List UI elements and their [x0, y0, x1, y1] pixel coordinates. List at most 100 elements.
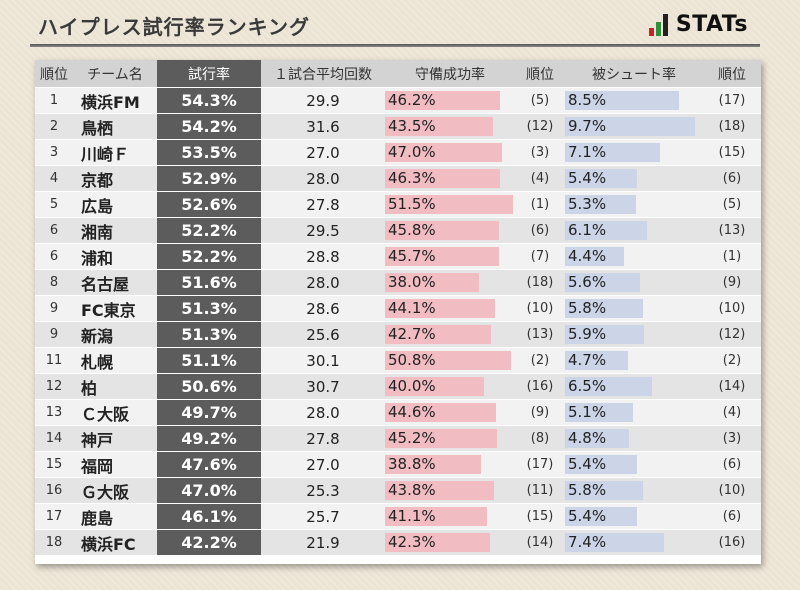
shot-rate-cell: 5.8%: [565, 295, 703, 322]
team-name-cell: 札幌: [73, 347, 157, 374]
shot-rank-cell: (6): [703, 503, 761, 530]
avg-count-cell: 27.8: [261, 191, 385, 218]
save-rate-label: 46.2%: [388, 91, 436, 109]
title-divider: [30, 44, 760, 47]
shot-rate-bar: [565, 221, 647, 240]
press-rate-cell: 51.3%: [157, 321, 261, 348]
save-rate-cell: 38.0%: [385, 269, 515, 296]
rank-cell: 9: [35, 321, 73, 348]
save-rate-cell: 43.5%: [385, 113, 515, 140]
avg-count-cell: 27.0: [261, 139, 385, 166]
shot-rate-bar: [565, 507, 637, 526]
save-rate-label: 38.8%: [388, 455, 436, 473]
shot-rank-cell: (1): [703, 243, 761, 270]
avg-count-cell: 28.0: [261, 165, 385, 192]
shot-rate-label: 5.8%: [568, 481, 607, 499]
shot-rate-bar: [565, 429, 629, 448]
table-row: 14 神戸 49.2% 27.8 45.2% (8) 4.8% (3): [35, 425, 761, 452]
header-save-rate: 守備成功率: [385, 60, 515, 88]
shot-rank-cell: (12): [703, 321, 761, 348]
save-rank-cell: (2): [515, 347, 565, 374]
rank-cell: 11: [35, 347, 73, 374]
shot-rate-label: 4.7%: [568, 351, 607, 369]
avg-count-cell: 30.7: [261, 373, 385, 400]
rank-cell: 6: [35, 217, 73, 244]
avg-count-cell: 30.1: [261, 347, 385, 374]
save-rate-cell: 46.2%: [385, 87, 515, 114]
shot-rate-bar: [565, 299, 643, 318]
save-rate-bar: [385, 481, 494, 500]
save-rate-bar: [385, 533, 490, 552]
team-name-cell: 浦和: [73, 243, 157, 270]
save-rate-bar: [385, 455, 481, 474]
shot-rate-cell: 4.4%: [565, 243, 703, 270]
save-rate-cell: 51.5%: [385, 191, 515, 218]
shot-rate-label: 5.8%: [568, 299, 607, 317]
shot-rate-bar: [565, 351, 628, 370]
rank-cell: 14: [35, 425, 73, 452]
table-row: 9 新潟 51.3% 25.6 42.7% (13) 5.9% (12): [35, 321, 761, 348]
save-rank-cell: (15): [515, 503, 565, 530]
save-rate-cell: 44.6%: [385, 399, 515, 426]
table-body: 1 横浜FM 54.3% 29.9 46.2% (5) 8.5% (17) 2 鳥栖 54.2% 31…: [35, 87, 761, 556]
shot-rank-cell: (4): [703, 399, 761, 426]
rank-cell: 12: [35, 373, 73, 400]
shot-rank-cell: (5): [703, 191, 761, 218]
shot-rate-cell: 5.4%: [565, 451, 703, 478]
shot-rate-cell: 5.1%: [565, 399, 703, 426]
avg-count-cell: 28.0: [261, 399, 385, 426]
save-rate-cell: 45.2%: [385, 425, 515, 452]
avg-count-cell: 25.6: [261, 321, 385, 348]
save-rank-cell: (4): [515, 165, 565, 192]
team-name-cell: 京都: [73, 165, 157, 192]
shot-rate-label: 5.3%: [568, 195, 607, 213]
avg-count-cell: 25.3: [261, 477, 385, 504]
ranking-table-container: 順位 チーム名 試行率 １試合平均回数 守備成功率 順位 被シュート率 順位 1…: [35, 60, 761, 564]
team-name-cell: 鹿島: [73, 503, 157, 530]
shot-rate-cell: 5.8%: [565, 477, 703, 504]
team-name-cell: 湘南: [73, 217, 157, 244]
header-shot-rate: 被シュート率: [565, 60, 703, 88]
shot-rank-cell: (9): [703, 269, 761, 296]
shot-rank-cell: (14): [703, 373, 761, 400]
table-row: 13 Ｃ大阪 49.7% 28.0 44.6% (9) 5.1% (4): [35, 399, 761, 426]
avg-count-cell: 27.0: [261, 451, 385, 478]
save-rank-cell: (8): [515, 425, 565, 452]
header-row: 順位 チーム名 試行率 １試合平均回数 守備成功率 順位 被シュート率 順位: [35, 60, 761, 88]
press-rate-cell: 51.6%: [157, 269, 261, 296]
press-rate-cell: 51.1%: [157, 347, 261, 374]
shot-rate-cell: 6.1%: [565, 217, 703, 244]
save-rate-bar: [385, 195, 513, 214]
bar-chart-icon: [648, 14, 670, 36]
logo-bar-red: [648, 28, 654, 36]
save-rate-bar: [385, 143, 502, 162]
save-rate-cell: 42.7%: [385, 321, 515, 348]
table-row: 11 札幌 51.1% 30.1 50.8% (2) 4.7% (2): [35, 347, 761, 374]
shot-rate-cell: 5.3%: [565, 191, 703, 218]
save-rank-cell: (3): [515, 139, 565, 166]
team-name-cell: 福岡: [73, 451, 157, 478]
shot-rate-bar: [565, 195, 636, 214]
header-rate: 試行率: [157, 60, 261, 88]
team-name-cell: 新潟: [73, 321, 157, 348]
shot-rate-label: 6.1%: [568, 221, 607, 239]
save-rate-label: 44.1%: [388, 299, 436, 317]
save-rate-cell: 45.8%: [385, 217, 515, 244]
shot-rate-bar: [565, 91, 679, 110]
save-rate-cell: 43.8%: [385, 477, 515, 504]
save-rate-label: 42.7%: [388, 325, 436, 343]
team-name-cell: 横浜FM: [73, 87, 157, 114]
shot-rate-cell: 9.7%: [565, 113, 703, 140]
shot-rate-label: 6.5%: [568, 377, 607, 395]
save-rate-cell: 46.3%: [385, 165, 515, 192]
avg-count-cell: 21.9: [261, 529, 385, 556]
press-rate-cell: 49.2%: [157, 425, 261, 452]
save-rate-bar: [385, 273, 479, 292]
save-rate-bar: [385, 403, 496, 422]
shot-rank-cell: (6): [703, 165, 761, 192]
avg-count-cell: 27.8: [261, 425, 385, 452]
rank-cell: 4: [35, 165, 73, 192]
shot-rank-cell: (6): [703, 451, 761, 478]
save-rank-cell: (16): [515, 373, 565, 400]
shot-rate-label: 5.4%: [568, 507, 607, 525]
